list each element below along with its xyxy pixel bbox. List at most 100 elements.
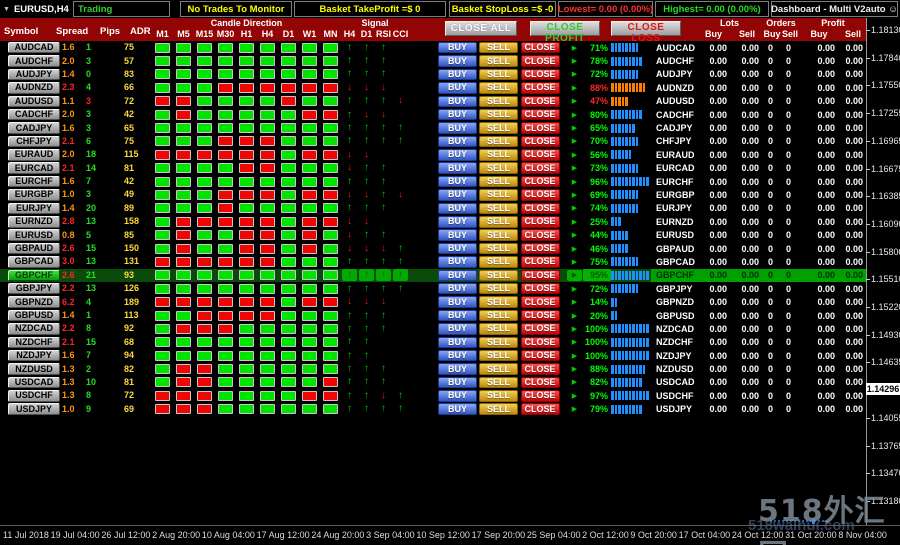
- buy-button[interactable]: BUY: [438, 82, 477, 94]
- sell-button[interactable]: SELL: [479, 95, 518, 107]
- buy-button[interactable]: BUY: [438, 68, 477, 81]
- buy-button[interactable]: BUY: [438, 95, 477, 107]
- close-button[interactable]: CLOSE: [520, 296, 560, 308]
- sell-button[interactable]: SELL: [479, 363, 518, 375]
- buy-button[interactable]: BUY: [438, 349, 477, 362]
- symbol-button[interactable]: NZDCHF: [8, 336, 60, 349]
- close-button[interactable]: CLOSE: [520, 363, 560, 375]
- symbol-button[interactable]: NZDUSD: [8, 363, 60, 375]
- close-button[interactable]: CLOSE: [520, 282, 560, 295]
- sell-button[interactable]: SELL: [479, 68, 518, 81]
- close-button[interactable]: CLOSE: [520, 403, 560, 415]
- sell-button[interactable]: SELL: [479, 269, 518, 282]
- close-button[interactable]: CLOSE: [520, 376, 560, 389]
- sell-button[interactable]: SELL: [479, 202, 518, 215]
- buy-button[interactable]: BUY: [438, 336, 477, 349]
- buy-button[interactable]: BUY: [438, 149, 477, 161]
- close-button[interactable]: CLOSE: [520, 122, 560, 134]
- buy-button[interactable]: BUY: [438, 216, 477, 228]
- close-button[interactable]: CLOSE: [520, 189, 560, 201]
- chart-window-title[interactable]: ▼ EURUSD,H4: [3, 1, 69, 17]
- symbol-button[interactable]: CADJPY: [8, 122, 60, 134]
- symbol-button[interactable]: AUDJPY: [8, 68, 60, 81]
- sell-button[interactable]: SELL: [479, 189, 518, 201]
- symbol-button[interactable]: GBPCHF: [8, 269, 60, 282]
- close-button[interactable]: CLOSE: [520, 95, 560, 107]
- sell-button[interactable]: SELL: [479, 323, 518, 335]
- buy-button[interactable]: BUY: [438, 256, 477, 268]
- buy-button[interactable]: BUY: [438, 403, 477, 415]
- symbol-button[interactable]: GBPUSD: [8, 309, 60, 322]
- buy-button[interactable]: BUY: [438, 390, 477, 402]
- sell-button[interactable]: SELL: [479, 216, 518, 228]
- close-all-button[interactable]: CLOSE ALL: [445, 21, 517, 36]
- buy-button[interactable]: BUY: [438, 269, 477, 282]
- close-button[interactable]: CLOSE: [520, 349, 560, 362]
- sell-button[interactable]: SELL: [479, 376, 518, 389]
- buy-button[interactable]: BUY: [438, 162, 477, 174]
- symbol-button[interactable]: CADCHF: [8, 108, 60, 121]
- symbol-button[interactable]: AUDNZD: [8, 82, 60, 94]
- sell-button[interactable]: SELL: [479, 162, 518, 174]
- sell-button[interactable]: SELL: [479, 256, 518, 268]
- close-button[interactable]: CLOSE: [520, 336, 560, 349]
- sell-button[interactable]: SELL: [479, 390, 518, 402]
- sell-button[interactable]: SELL: [479, 175, 518, 188]
- sell-button[interactable]: SELL: [479, 108, 518, 121]
- symbol-button[interactable]: USDCAD: [8, 376, 60, 389]
- symbol-button[interactable]: AUDUSD: [8, 95, 60, 107]
- symbol-button[interactable]: EURAUD: [8, 149, 60, 161]
- sell-button[interactable]: SELL: [479, 149, 518, 161]
- buy-button[interactable]: BUY: [438, 189, 477, 201]
- symbol-button[interactable]: GBPJPY: [8, 282, 60, 295]
- buy-button[interactable]: BUY: [438, 175, 477, 188]
- close-button[interactable]: CLOSE: [520, 216, 560, 228]
- sell-button[interactable]: SELL: [479, 309, 518, 322]
- buy-button[interactable]: BUY: [438, 202, 477, 215]
- sell-button[interactable]: SELL: [479, 336, 518, 349]
- symbol-button[interactable]: EURJPY: [8, 202, 60, 215]
- close-button[interactable]: CLOSE: [520, 256, 560, 268]
- sell-button[interactable]: SELL: [479, 229, 518, 241]
- buy-button[interactable]: BUY: [438, 41, 477, 54]
- close-button[interactable]: CLOSE: [520, 55, 560, 67]
- symbol-button[interactable]: NZDCAD: [8, 323, 60, 335]
- sell-button[interactable]: SELL: [479, 55, 518, 67]
- symbol-button[interactable]: EURNZD: [8, 216, 60, 228]
- symbol-button[interactable]: CHFJPY: [8, 135, 60, 148]
- close-button[interactable]: CLOSE: [520, 202, 560, 215]
- sell-button[interactable]: SELL: [479, 122, 518, 134]
- buy-button[interactable]: BUY: [438, 242, 477, 255]
- close-button[interactable]: CLOSE: [520, 269, 560, 282]
- buy-button[interactable]: BUY: [438, 229, 477, 241]
- close-button[interactable]: CLOSE: [520, 162, 560, 174]
- buy-button[interactable]: BUY: [438, 122, 477, 134]
- buy-button[interactable]: BUY: [438, 108, 477, 121]
- close-profit-button[interactable]: CLOSE PROFIT: [530, 21, 600, 44]
- close-button[interactable]: CLOSE: [520, 41, 560, 54]
- sell-button[interactable]: SELL: [479, 349, 518, 362]
- symbol-button[interactable]: EURUSD: [8, 229, 60, 241]
- symbol-button[interactable]: GBPAUD: [8, 242, 60, 255]
- symbol-button[interactable]: EURGBP: [8, 189, 60, 201]
- sell-button[interactable]: SELL: [479, 296, 518, 308]
- symbol-button[interactable]: USDCHF: [8, 390, 60, 402]
- close-button[interactable]: CLOSE: [520, 309, 560, 322]
- sell-button[interactable]: SELL: [479, 403, 518, 415]
- sell-button[interactable]: SELL: [479, 282, 518, 295]
- close-button[interactable]: CLOSE: [520, 175, 560, 188]
- symbol-button[interactable]: USDJPY: [8, 403, 60, 415]
- symbol-button[interactable]: AUDCAD: [8, 41, 60, 54]
- buy-button[interactable]: BUY: [438, 282, 477, 295]
- close-loss-button[interactable]: CLOSE LOSS: [611, 21, 681, 44]
- buy-button[interactable]: BUY: [438, 55, 477, 67]
- close-button[interactable]: CLOSE: [520, 390, 560, 402]
- buy-button[interactable]: BUY: [438, 363, 477, 375]
- buy-button[interactable]: BUY: [438, 323, 477, 335]
- close-button[interactable]: CLOSE: [520, 242, 560, 255]
- close-button[interactable]: CLOSE: [520, 229, 560, 241]
- symbol-button[interactable]: GBPCAD: [8, 256, 60, 268]
- close-button[interactable]: CLOSE: [520, 68, 560, 81]
- close-button[interactable]: CLOSE: [520, 82, 560, 94]
- symbol-button[interactable]: GBPNZD: [8, 296, 60, 308]
